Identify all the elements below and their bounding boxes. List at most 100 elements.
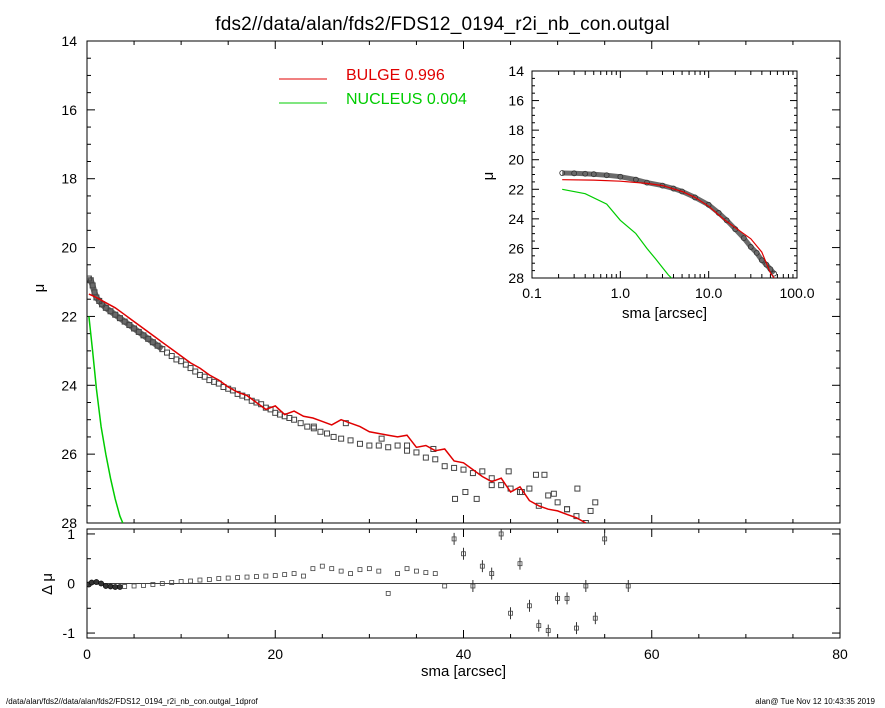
residual-data-point bbox=[348, 571, 353, 576]
residual-plot-area bbox=[87, 529, 631, 637]
main-data-point bbox=[89, 282, 96, 289]
main-bulge-line bbox=[88, 293, 587, 523]
residual-data-point bbox=[107, 583, 114, 590]
residual-data-point bbox=[188, 578, 193, 584]
inset-x-tick-label: 10.0 bbox=[695, 285, 722, 301]
residual-data-point bbox=[141, 583, 146, 588]
main-data-point bbox=[564, 506, 571, 513]
page-title: fds2//data/alan/fds2/FDS12_0194_r2i_nb_c… bbox=[215, 14, 670, 35]
inset-y-axis-label: μ bbox=[480, 172, 497, 181]
main-data-point-outer bbox=[452, 495, 459, 502]
inset-data-point bbox=[617, 173, 624, 180]
main-data-point bbox=[432, 456, 439, 463]
residual-data-point bbox=[602, 536, 608, 542]
main-data-point bbox=[545, 492, 552, 499]
main-nucleus-line bbox=[88, 316, 124, 523]
main-data-point bbox=[99, 301, 106, 308]
main-data-point bbox=[140, 332, 147, 339]
main-data-point bbox=[366, 442, 373, 449]
main-data-point bbox=[394, 442, 401, 449]
main-data-point bbox=[451, 464, 458, 471]
main-data-point-outer bbox=[310, 423, 317, 430]
main-data-point-outer bbox=[587, 507, 594, 514]
inset-y-tick-label: 22 bbox=[508, 181, 524, 197]
residual-data-point bbox=[244, 574, 250, 580]
residual-data-point bbox=[301, 573, 306, 579]
main-data-point-outer bbox=[488, 482, 495, 489]
main-data-point bbox=[324, 430, 331, 437]
main-data-point bbox=[317, 428, 324, 435]
residual-data-point bbox=[159, 581, 165, 586]
main-data-point bbox=[168, 353, 175, 360]
residual-data-point bbox=[574, 625, 579, 631]
residual-y-tick-label: 0 bbox=[67, 576, 75, 592]
main-data-point bbox=[102, 304, 109, 311]
residual-data-point bbox=[282, 572, 288, 577]
main-y-tick-label: 24 bbox=[61, 377, 77, 393]
main-data-point-outer bbox=[550, 490, 557, 497]
main-data-point bbox=[131, 325, 138, 332]
main-data-point bbox=[154, 342, 161, 349]
main-data-point bbox=[291, 416, 298, 423]
main-data-point-outer bbox=[473, 495, 480, 502]
residual-y-axis-label: Δ μ bbox=[39, 573, 56, 595]
residual-y-tick-label: -1 bbox=[63, 625, 76, 641]
residual-data-point bbox=[254, 574, 259, 579]
residual-data-point bbox=[150, 582, 156, 587]
residual-data-point bbox=[197, 577, 203, 583]
residual-data-point bbox=[88, 579, 95, 586]
main-data-point bbox=[116, 315, 123, 322]
inset-x-axis-label: sma [arcsec] bbox=[622, 305, 707, 322]
main-data-point bbox=[215, 380, 222, 387]
main-data-point bbox=[338, 435, 345, 442]
inset-x-tick-label: 1.0 bbox=[611, 285, 631, 301]
main-data-point bbox=[469, 470, 476, 477]
main-data-point bbox=[356, 440, 363, 447]
residual-data-point bbox=[479, 563, 485, 569]
main-data-point bbox=[535, 502, 542, 509]
legend-nucleus-label: NUCLEUS 0.004 bbox=[346, 91, 467, 108]
main-data-point bbox=[135, 328, 142, 335]
main-data-point bbox=[422, 454, 429, 461]
residual-data-point bbox=[98, 580, 105, 587]
main-y-tick-label: 26 bbox=[61, 446, 77, 462]
main-data-point bbox=[498, 482, 505, 489]
main-data-point bbox=[592, 499, 599, 506]
main-data-point bbox=[375, 442, 382, 449]
inset-data-point bbox=[679, 188, 685, 195]
main-data-point bbox=[582, 520, 589, 523]
main-data-point bbox=[107, 308, 114, 315]
inset-bulge-line bbox=[562, 179, 775, 278]
inset-data-point bbox=[753, 249, 760, 256]
residual-data-point bbox=[93, 579, 100, 585]
main-data-point-outer bbox=[564, 506, 571, 513]
inset-data-point bbox=[747, 244, 754, 250]
main-data-point bbox=[404, 447, 411, 454]
main-data-point bbox=[310, 425, 317, 432]
residual-data-point bbox=[536, 623, 542, 629]
inset-data-point bbox=[559, 170, 566, 176]
inset-y-tick-label: 18 bbox=[508, 122, 524, 138]
residual-data-point bbox=[470, 583, 476, 589]
residual-data-point bbox=[263, 573, 269, 579]
main-data-point bbox=[178, 358, 185, 365]
residual-data-point bbox=[122, 584, 128, 589]
main-data-point bbox=[187, 365, 194, 372]
residual-data-point bbox=[376, 568, 382, 574]
residual-data-point bbox=[235, 575, 241, 580]
main-data-point bbox=[126, 322, 133, 329]
main-data-point bbox=[526, 485, 533, 492]
main-data-point bbox=[347, 437, 354, 444]
residual-data-point bbox=[131, 583, 137, 589]
residual-x-axis-label: sma [arcsec] bbox=[421, 663, 506, 680]
residual-x-tick-label: 40 bbox=[456, 646, 472, 662]
main-data-point bbox=[488, 475, 495, 482]
main-y-tick-label: 22 bbox=[61, 308, 77, 324]
main-data-point bbox=[164, 349, 171, 356]
main-data-point bbox=[479, 468, 486, 475]
inset-data-point bbox=[590, 171, 597, 178]
residual-data-point bbox=[508, 610, 513, 616]
main-y-tick-label: 18 bbox=[61, 171, 77, 187]
residual-data-point bbox=[366, 566, 372, 572]
